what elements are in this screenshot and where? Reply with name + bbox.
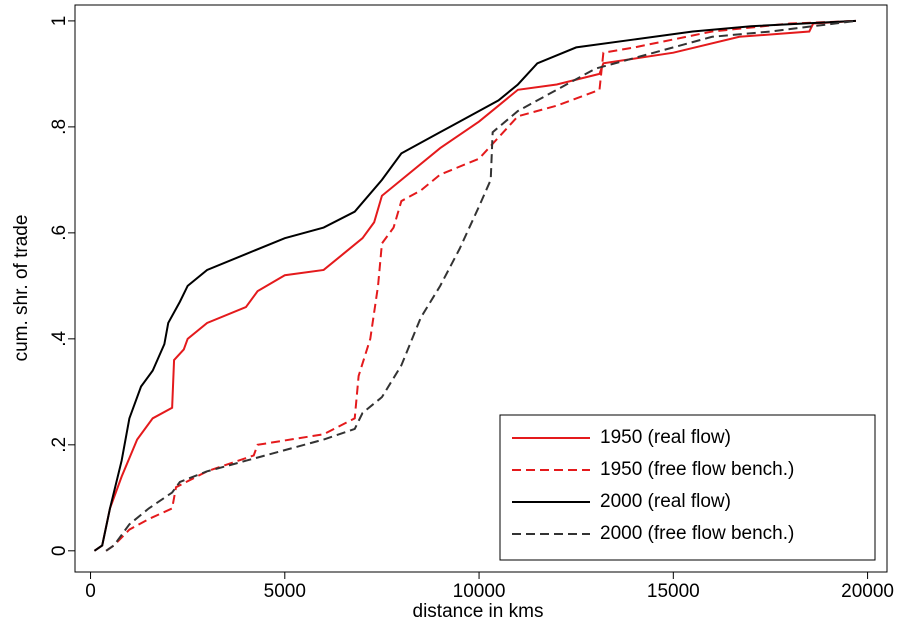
y-tick-label: .2 xyxy=(49,437,70,453)
series-line xyxy=(93,19,856,552)
legend-label: 2000 (real flow) xyxy=(600,491,731,512)
series-line xyxy=(93,19,856,552)
legend-label: 2000 (free flow bench.) xyxy=(600,523,794,544)
x-tick-label: 10000 xyxy=(453,581,506,602)
x-axis-label: distance in kms xyxy=(413,601,544,622)
plot-frame xyxy=(74,4,888,573)
series-line xyxy=(105,19,857,552)
y-tick-label: 0 xyxy=(49,546,70,557)
legend-label: 1950 (free flow bench.) xyxy=(600,459,794,480)
y-tick-label: .6 xyxy=(49,225,70,241)
y-axis-label: cum. shr. of trade xyxy=(11,215,32,362)
x-tick-label: 5000 xyxy=(264,581,306,602)
legend-box xyxy=(499,414,876,561)
y-tick-label: 1 xyxy=(49,16,70,27)
x-tick-label: 20000 xyxy=(841,581,894,602)
x-tick-label: 15000 xyxy=(647,581,700,602)
legend-label: 1950 (real flow) xyxy=(600,427,731,448)
x-tick-label: 0 xyxy=(85,581,96,602)
y-tick-label: .4 xyxy=(49,330,70,346)
y-tick-label: .8 xyxy=(49,119,70,135)
